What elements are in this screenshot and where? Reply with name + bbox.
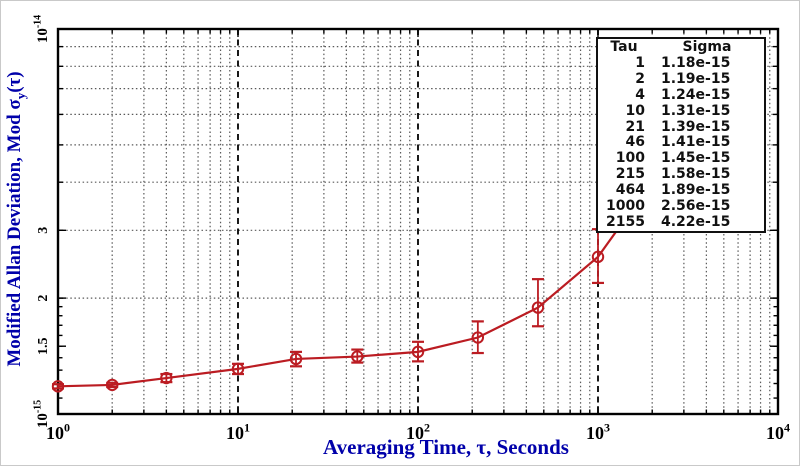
svg-text:3: 3 [36,227,51,234]
legend-tau-value: 10 [625,102,645,119]
legend-header-tau: Tau [610,39,638,55]
x-axis-title: Averaging Time, τ, Seconds [323,435,569,459]
svg-text:10-15: 10-15 [33,400,51,428]
legend-tau-value: 2 [635,70,645,87]
legend-tau-value: 1000 [606,198,645,215]
svg-text:1.5: 1.5 [36,337,51,355]
legend-sigma-value: 4.22e-15 [661,213,731,230]
svg-text:102: 102 [406,420,430,443]
legend-tau-value: 2155 [606,213,645,230]
legend-sigma-value: 1.45e-15 [661,150,731,167]
legend-tau-value: 464 [615,182,645,199]
legend-sigma-value: 1.39e-15 [661,118,731,135]
y-axis-title-prefix: Modified Allan Deviation, Mod σ [4,99,25,367]
y-axis-title: Modified Allan Deviation, Mod σy(τ) [4,4,30,434]
legend-sigma-value: 1.89e-15 [661,182,731,199]
legend-sigma-value: 1.19e-15 [661,70,731,87]
svg-text:103: 103 [586,420,610,443]
legend-sigma-value: 1.41e-15 [661,134,731,151]
legend-tau-value: 4 [635,86,645,103]
svg-text:104: 104 [766,420,790,443]
legend-sigma-value: 1.58e-15 [661,166,731,183]
legend-sigma-value: 1.31e-15 [661,102,731,119]
legend-tau-value: 1 [635,54,645,71]
legend-sigma-value: 1.24e-15 [661,86,731,103]
svg-text:101: 101 [226,420,250,443]
legend-tau-value: 46 [625,134,645,151]
legend-sigma-value: 1.18e-15 [661,54,731,71]
y-axis-title-subscript: y [12,92,28,100]
legend-tau-value: 21 [625,118,645,135]
y-axis-title-suffix: (τ) [4,71,25,93]
legend-sigma-value: 2.56e-15 [661,198,731,215]
legend-tau-value: 215 [615,166,645,183]
legend-tau-value: 100 [615,150,645,167]
axis-ticks [58,29,778,414]
legend-header-sigma: Sigma [682,39,732,55]
svg-text:10-14: 10-14 [33,15,51,43]
svg-text:100: 100 [46,420,70,443]
svg-text:2: 2 [36,295,51,302]
legend-table: Tau Sigma 1 1.18e-15 2 1.19e-15 4 1.24e-15 10 1… [596,37,766,233]
